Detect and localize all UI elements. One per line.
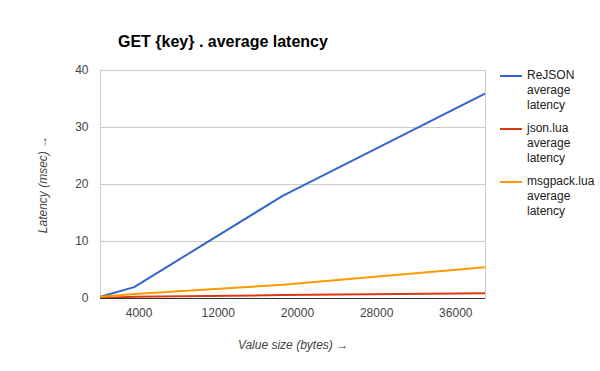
svg-text:40: 40 [75,63,89,77]
svg-text:20000: 20000 [281,306,315,320]
svg-text:12000: 12000 [202,306,236,320]
html-text:msgpack.lua average latency: msgpack.lua average latency [527,174,595,218]
svg-text:20: 20 [75,177,89,191]
html-text:json.lua average latency: json.lua average latency [527,121,571,165]
svg-text:Value size (bytes) →: Value size (bytes) → [238,338,348,352]
svg-text:30: 30 [75,120,89,134]
svg-text:0: 0 [82,291,89,305]
svg-text:Latency (msec) →: Latency (msec) → [36,136,50,233]
svg-text:4000: 4000 [126,306,153,320]
svg-text:10: 10 [75,234,89,248]
html-text:GET {key} . average latency: GET {key} . average latency [118,33,328,50]
svg-text:28000: 28000 [360,306,394,320]
html-text:ReJSON average latency: ReJSON average latency [527,68,575,112]
svg-text:36000: 36000 [439,306,473,320]
